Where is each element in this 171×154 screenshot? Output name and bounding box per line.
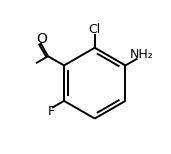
Text: F: F [48, 105, 55, 118]
Text: NH₂: NH₂ [129, 48, 153, 61]
Text: Cl: Cl [89, 23, 101, 36]
Text: O: O [36, 32, 47, 46]
